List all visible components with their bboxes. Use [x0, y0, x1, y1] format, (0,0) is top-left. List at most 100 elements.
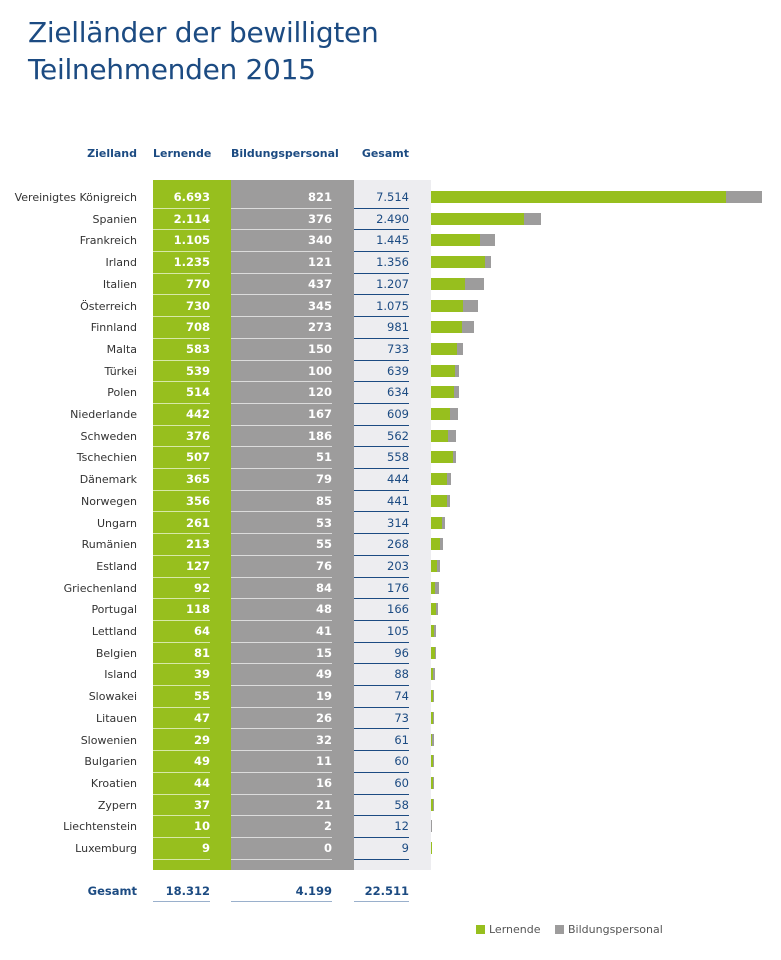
- lernende-value: 730: [153, 296, 210, 318]
- bar-bildungspersonal: [433, 625, 436, 637]
- lernende-value: 539: [153, 361, 210, 383]
- bar-lernende: [431, 342, 457, 355]
- country-label: Dänemark: [79, 473, 137, 487]
- lernende-value: 10: [153, 816, 210, 838]
- table-row: Estland 127 76 203: [0, 556, 781, 578]
- lernende-value: 442: [153, 404, 210, 426]
- bar-lernende: [431, 581, 436, 594]
- gesamt-value: 1.075: [354, 296, 409, 318]
- total-label: Gesamt: [87, 884, 137, 898]
- country-label: Malta: [106, 342, 137, 356]
- bar-lernende: [431, 711, 434, 724]
- country-label: Island: [104, 668, 137, 682]
- bar-bildungspersonal: [464, 277, 485, 290]
- lernende-value: 1.235: [153, 252, 210, 274]
- bar-lernende: [431, 755, 434, 768]
- bildungspersonal-value: 53: [231, 513, 332, 535]
- lernende-value: 1.105: [153, 230, 210, 253]
- bildungspersonal-value: 0: [231, 838, 332, 860]
- bar-lernende: [431, 212, 525, 225]
- bar-lernende: [431, 625, 434, 637]
- bildungspersonal-value: 167: [231, 404, 332, 426]
- lernende-value: 708: [153, 317, 210, 339]
- bildungspersonal-value: 2: [231, 816, 332, 838]
- header-zielland: Zielland: [87, 147, 137, 160]
- bar-bildungspersonal: [432, 733, 434, 746]
- lernende-value: 118: [153, 599, 210, 621]
- country-label: Irland: [105, 256, 137, 270]
- bar-bildungspersonal: [432, 798, 434, 811]
- bar-lernende: [431, 277, 465, 290]
- country-label: Norwegen: [81, 494, 137, 508]
- bar-lernende: [431, 733, 433, 746]
- bildungspersonal-value: 48: [231, 599, 332, 621]
- country-label: Kroatien: [90, 776, 137, 790]
- table-row: Ungarn 261 53 314: [0, 513, 781, 535]
- gesamt-value: 981: [354, 317, 409, 339]
- country-label: Niederlande: [70, 408, 137, 421]
- bildungspersonal-value: 16: [231, 773, 332, 795]
- bar-lernende: [431, 299, 464, 312]
- lernende-value: 64: [153, 621, 210, 643]
- bar-lernende: [431, 408, 451, 420]
- table-row: Bulgarien 49 11 60: [0, 751, 781, 773]
- table-row: Schweden 376 186 562: [0, 426, 781, 448]
- bildungspersonal-value: 41: [231, 621, 332, 643]
- gesamt-value: 444: [354, 469, 409, 491]
- bildungspersonal-value: 121: [231, 252, 332, 274]
- bar-lernende: [431, 798, 433, 811]
- gesamt-value: 61: [354, 730, 409, 752]
- country-label: Estland: [96, 559, 137, 573]
- gesamt-value: 268: [354, 534, 409, 556]
- country-label: Vereinigtes Königreich: [14, 191, 137, 204]
- bar-bildungspersonal: [436, 603, 439, 616]
- table-row: Norwegen 356 85 441: [0, 491, 781, 513]
- gesamt-value: 441: [354, 491, 409, 513]
- legend-swatch-lernende: [476, 925, 485, 934]
- gesamt-value: 9: [354, 838, 409, 860]
- page-title: Zielländer der bewilligten Teilnehmenden…: [28, 14, 379, 88]
- bildungspersonal-value: 345: [231, 296, 332, 318]
- country-label: Litauen: [96, 711, 137, 725]
- lernende-value: 127: [153, 556, 210, 578]
- bildungspersonal-value: 273: [231, 317, 332, 339]
- lernende-value: 37: [153, 795, 210, 817]
- lernende-value: 49: [153, 751, 210, 773]
- country-label: Belgien: [95, 646, 137, 660]
- lernende-value: 47: [153, 708, 210, 730]
- bar-bildungspersonal: [462, 321, 475, 334]
- header-gesamt: Gesamt: [361, 147, 409, 160]
- table-row: Frankreich 1.105 340 1.445: [0, 230, 781, 253]
- gesamt-value: 74: [354, 686, 409, 708]
- table-row: Niederlande 442 167 609: [0, 404, 781, 426]
- bar-lernende: [431, 603, 437, 616]
- gesamt-value: 88: [354, 664, 409, 687]
- gesamt-value: 58: [354, 795, 409, 817]
- bildungspersonal-value: 84: [231, 578, 332, 600]
- bar-lernende: [431, 494, 447, 507]
- table-row: Österreich 730 345 1.075: [0, 296, 781, 318]
- bar-bildungspersonal: [725, 191, 762, 203]
- header-lernende: Lernende: [153, 147, 212, 160]
- bar-bildungspersonal: [440, 538, 443, 551]
- legend-item-lernende: Lernende: [476, 923, 541, 936]
- header-bildungspersonal: Bildungspersonal: [231, 147, 339, 160]
- bar-lernende: [431, 690, 434, 703]
- bar-bildungspersonal: [432, 668, 435, 681]
- bar-bildungspersonal: [463, 299, 479, 312]
- country-label: Slowenien: [80, 733, 137, 747]
- bar-bildungspersonal: [447, 429, 456, 442]
- lernende-value: 39: [153, 664, 210, 687]
- bildungspersonal-value: 11: [231, 751, 332, 773]
- bildungspersonal-value: 150: [231, 339, 332, 361]
- lernende-value: 2.114: [153, 209, 210, 231]
- country-label: Lettland: [91, 625, 137, 638]
- title-line-2: Teilnehmenden 2015: [28, 53, 316, 86]
- lernende-value: 514: [153, 382, 210, 404]
- bar-bildungspersonal: [479, 234, 495, 247]
- gesamt-value: 733: [354, 339, 409, 361]
- bar-bildungspersonal: [453, 451, 456, 464]
- gesamt-value: 2.490: [354, 209, 409, 231]
- country-label: Finnland: [90, 321, 137, 335]
- lernende-value: 92: [153, 578, 210, 600]
